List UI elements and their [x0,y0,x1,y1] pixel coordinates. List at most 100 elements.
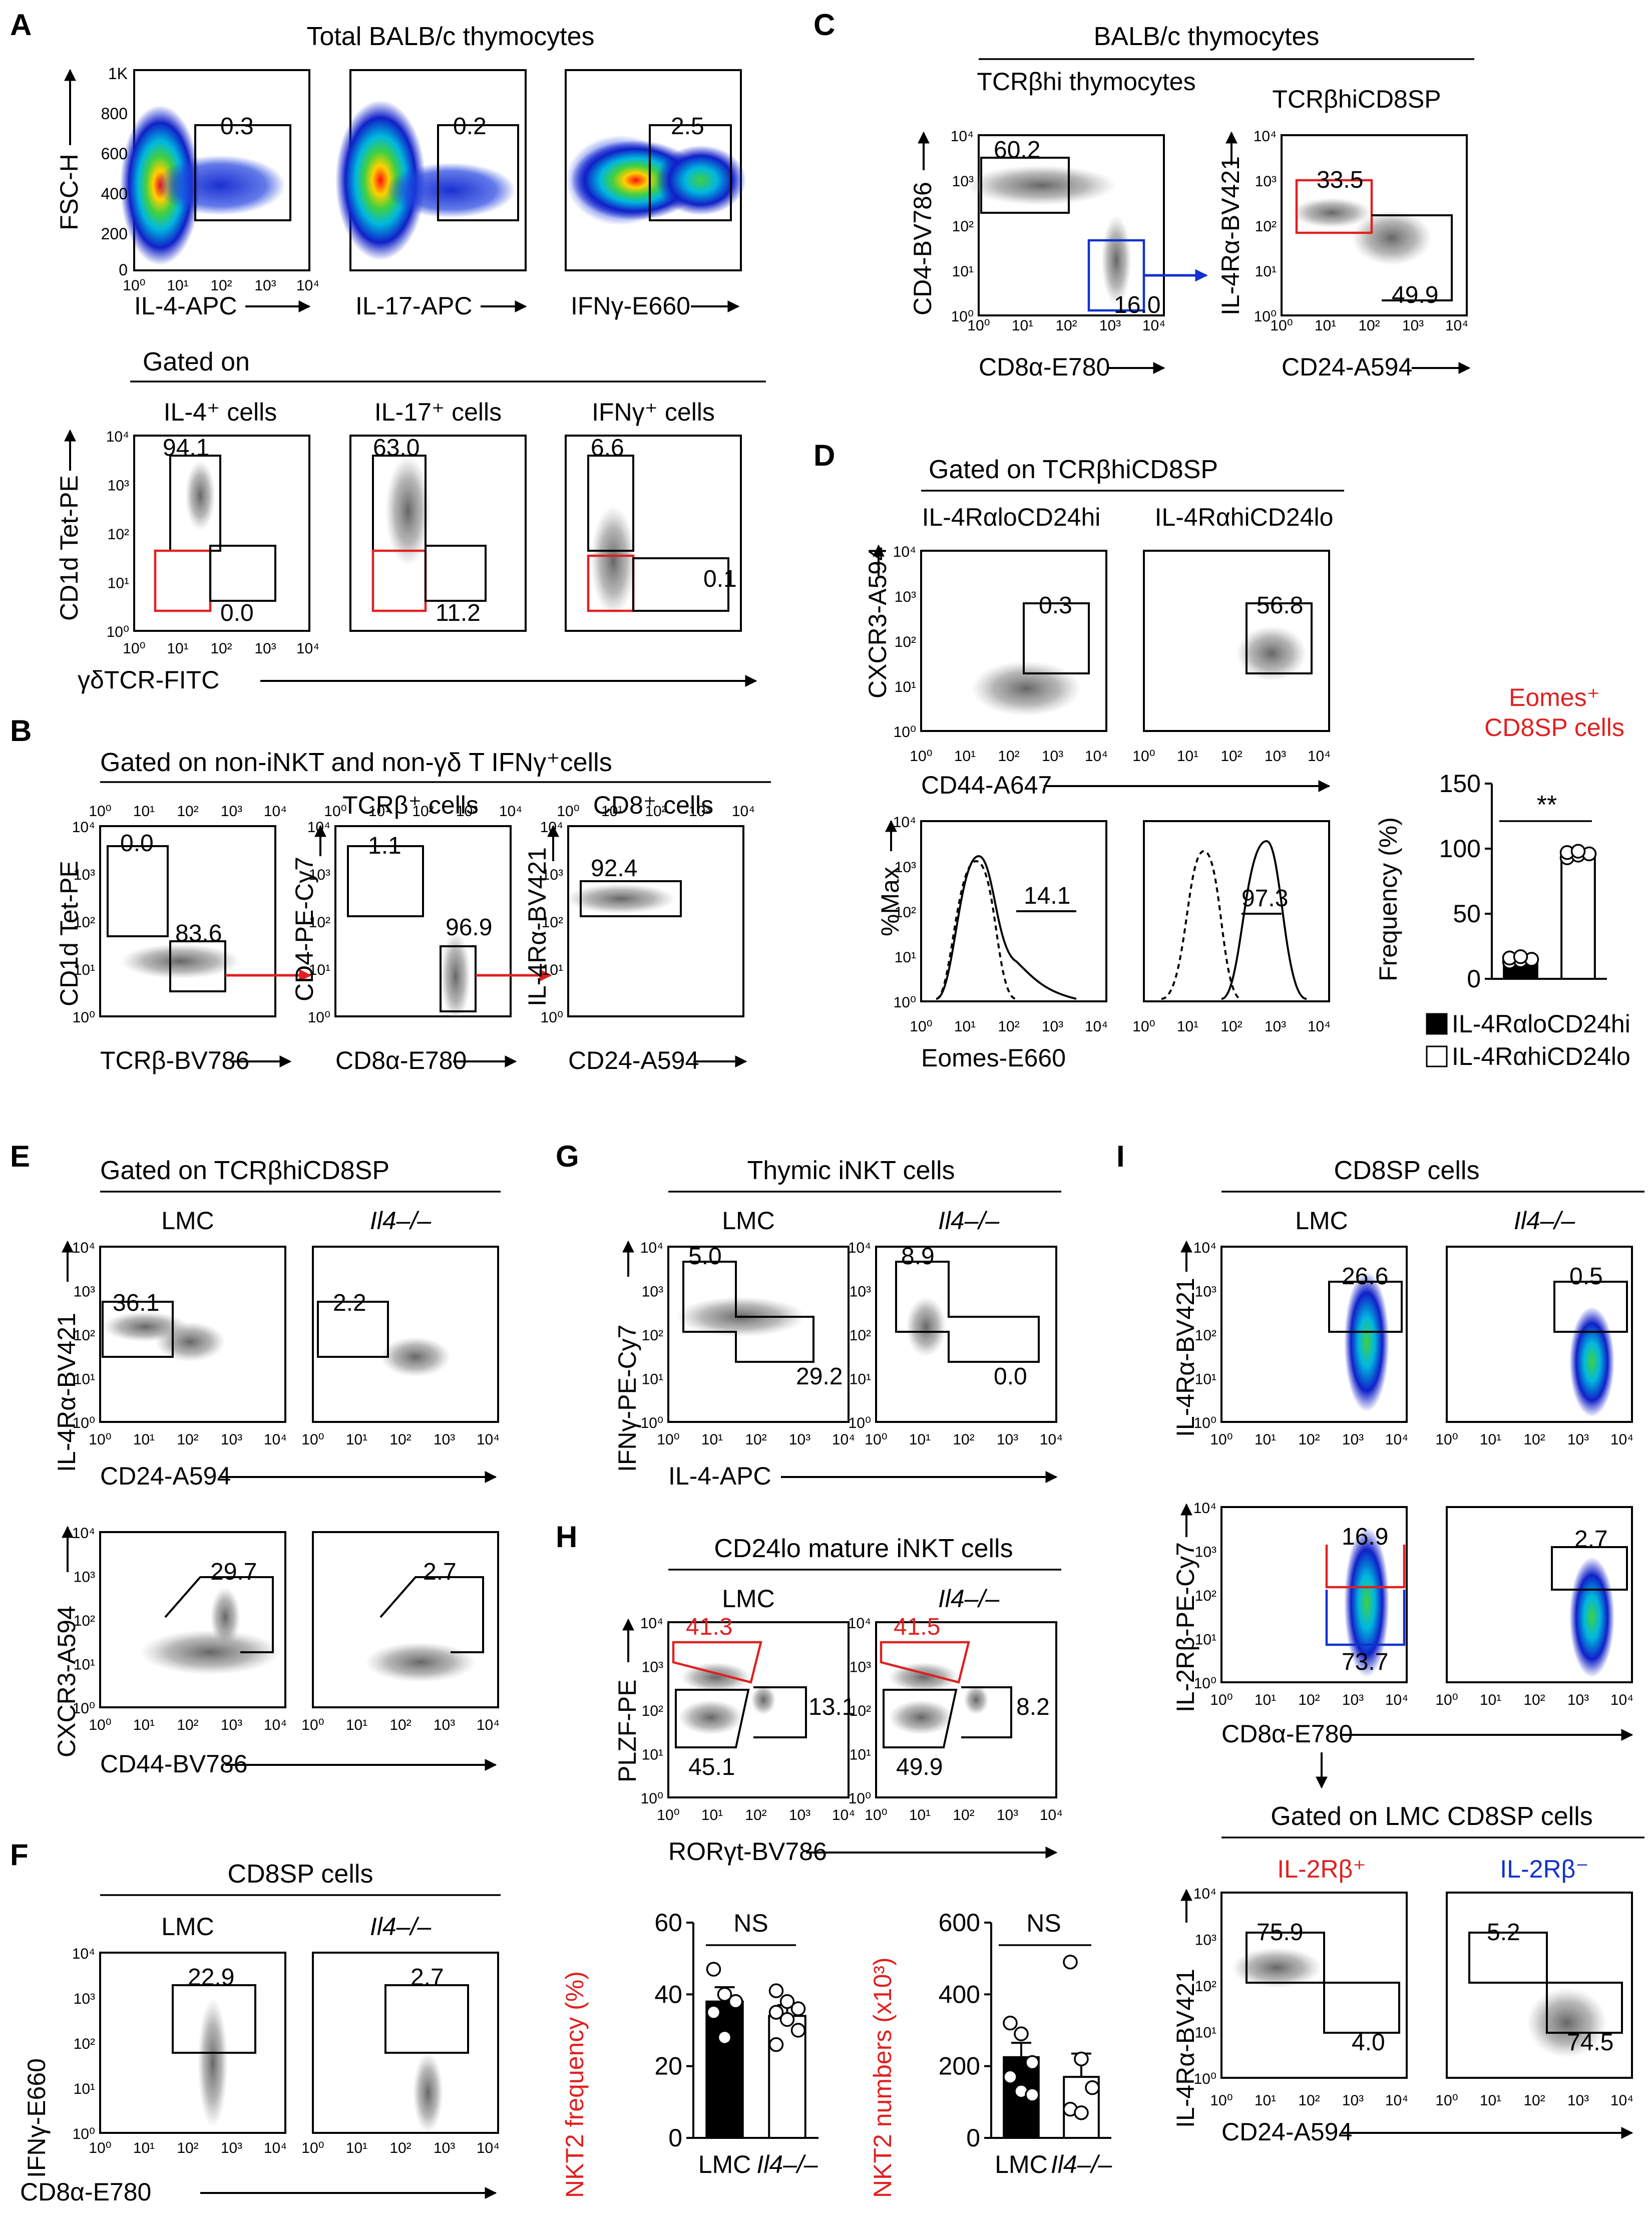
col-header: IL-4⁺ cells [164,398,277,426]
x-tick: 10³ [1402,317,1424,334]
y-tick: 10² [952,218,974,235]
data-point [717,2030,732,2045]
y-axis-label: CD4-PE-Cy7 [290,857,318,1001]
gate [164,1576,274,1653]
gate-value: 41.5 [894,1614,940,1640]
y-axis-label: Frequency (%) [1374,817,1402,981]
data-point [1025,2087,1040,2102]
x-tick: 10¹ [1177,748,1198,765]
x-tick: 10⁴ [1142,317,1165,334]
gate-value: 0.5 [1569,1263,1603,1290]
contour [120,944,240,979]
y-tick: 10³ [1255,173,1277,190]
x-tick: 10⁴ [1308,1018,1331,1035]
gate [1246,602,1313,674]
gate-value: 5.2 [1487,1919,1520,1946]
y-axis-label: IFNγ-PE-Cy7 [613,1325,641,1472]
gate [169,940,226,992]
plot-frame [567,825,744,1017]
x-tick: 10² [389,1431,411,1448]
x-tick: 10⁴ [832,1431,855,1448]
contour [185,461,215,531]
x-tick: 10¹ [1255,2092,1276,2109]
data-point [728,1994,743,2009]
x-tick: 10⁰ [1435,2092,1458,2109]
panel-f-title: CD8SP cells [228,1860,373,1889]
x-tick: 10⁰ [1210,2092,1232,2109]
plot-frame [875,1246,1057,1423]
subheader: TCRβhiCD8SP [1272,85,1441,113]
y-tick-label: 600 [939,1909,980,1937]
plot-d-top-1: 0.3 [920,550,1107,732]
panel-a: A Total BALB/c thymocytes 0.3 IL-4-APC 0… [10,8,766,694]
contour [441,931,471,1021]
x-tick: 10³ [1099,317,1121,334]
x-tick: 10⁴ [1040,1807,1063,1823]
y-axis-label: %Max [876,867,904,936]
panel-h-title: CD24lo mature iNKT cells [714,1534,1013,1563]
y-tick: 10³ [542,867,563,883]
y-tick: 10² [74,1613,95,1629]
x-tick: 10³ [1042,1018,1063,1035]
x-tick: 10¹ [1255,1692,1276,1708]
gate [1246,1932,1325,1984]
gate-value: 2.7 [410,1964,444,1991]
x-tick: 10² [1358,317,1380,334]
gate [209,545,276,602]
y-tick: 10⁰ [1254,308,1277,325]
x-axis-label: CD8α-E780 [979,353,1110,381]
gate-red [1295,179,1373,234]
contour [1352,210,1432,265]
y-tick: 10⁴ [72,1946,95,1962]
col-header: LMC [161,1913,214,1941]
y-tick: 10³ [1195,1932,1216,1949]
gate [317,1301,389,1358]
y-axis-label: CD1d Tet-PE [55,475,83,621]
gate-value: 0.1 [703,566,737,592]
gate [1468,1932,1548,1984]
y-tick: 10³ [850,1659,871,1676]
gate [753,1686,807,1738]
x-tick: 10⁴ [1040,1431,1063,1448]
gate [1372,214,1453,301]
plot-frame [312,1246,499,1423]
x-tick: 10³ [1567,2092,1589,2109]
plot-g-il4: 8.9 0.0 [875,1243,1057,1423]
x-tick-labels: 10⁰ 10¹ 10² 10³ 10⁴ [123,277,319,294]
x-tick: 10² [998,1018,1019,1035]
plot-i-mid-il4: 2.7 [1446,1506,1633,1683]
y-axis-label: IL-2Rβ-PE-Cy7 [1171,1542,1199,1712]
col-header: LMC [722,1207,775,1235]
panel-label-c: C [813,8,835,42]
x-tick: 10³ [254,640,276,657]
x-tick: 10¹ [1480,2092,1501,2109]
y-tick: 10⁰ [849,1790,871,1807]
x-tick: 10⁰ [1435,1431,1458,1448]
y-tick: 10⁴ [848,1615,871,1632]
col-header: IL-4RαloCD24hi [922,503,1101,531]
chart-plot: 0 50 100 150 [1439,770,1607,993]
y-tick: 10³ [642,1659,663,1676]
gate-value: 2.7 [1574,1526,1608,1553]
plot-a-il17: 0.2 IL-17-APC [335,69,527,320]
plot-frame [565,435,742,632]
y-tick: 10¹ [542,962,563,978]
gate [1023,602,1090,674]
data-point [768,1983,784,1998]
chart-nkt2-numbers: NKT2 numbers (x10³) NS 0 200 400 600 LMC Il4–… [869,1909,1112,2198]
x-tick: 10¹ [1255,1431,1276,1448]
y-tick-label: 20 [654,2052,682,2080]
gate-value: 13.1 [808,1694,855,1720]
gate-value: 83.6 [175,920,222,947]
x-axis-label: CD8α-E780 [1221,1720,1353,1748]
plot-c-2: 33.5 49.9 [1281,134,1468,316]
y-tick: 10⁴ [1193,1500,1216,1517]
data-point [768,2037,784,2052]
plot-d-top-2: 56.8 [1143,550,1330,732]
density-blob [1344,1527,1389,1677]
density-blob [385,163,516,218]
contour [566,884,676,914]
gate [102,1301,174,1358]
x-axis-label: CD24-A594 [100,1462,231,1490]
plot-c-1: 60.2 16.0 [966,134,1165,318]
